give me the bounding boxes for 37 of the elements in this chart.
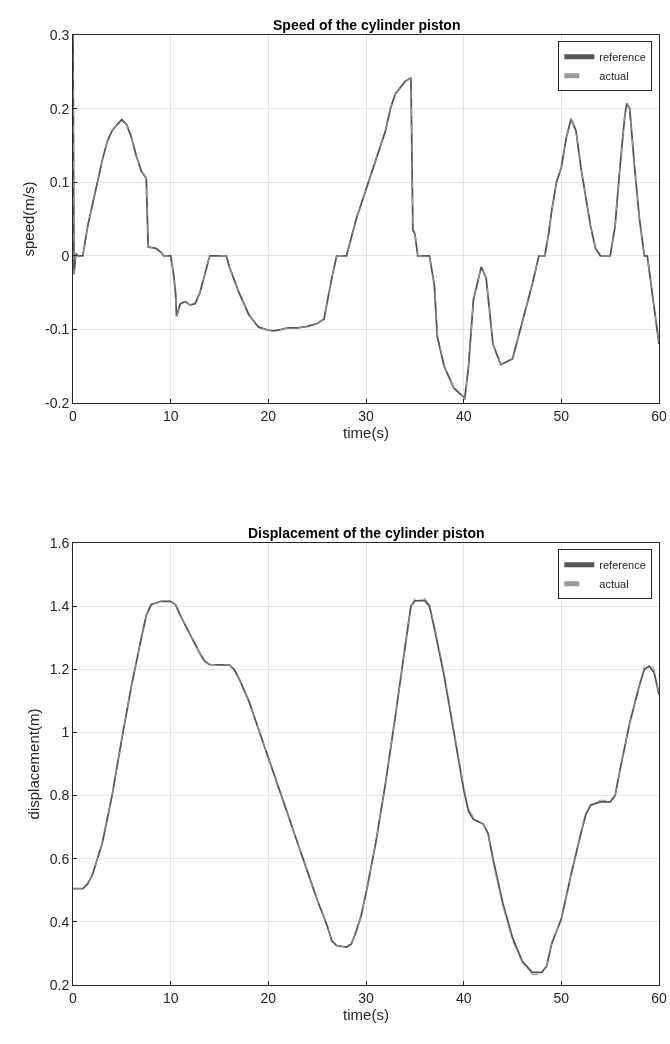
y-tick-label: 1.2 [49,661,70,678]
y-tick-label: 0 [61,247,70,264]
x-axis-title: time(s) [343,423,389,441]
y-tick-label: 0.1 [49,174,70,191]
y-tick-label: 0.2 [49,976,70,993]
x-tick-label: 60 [651,407,667,424]
x-tick-label: 30 [358,407,374,424]
x-tick-label: 50 [553,407,570,424]
y-tick-label: 1.6 [49,534,70,551]
y-tick-label: 1 [61,724,70,741]
y-tick-label: 0.2 [49,100,70,117]
legend-label: reference [599,559,646,572]
legend-label: actual [599,578,629,591]
x-tick-label: 40 [455,407,472,424]
y-tick-label: 1.4 [49,598,70,615]
y-tick-label: 0.6 [49,850,70,867]
x-tick-label: 20 [260,989,277,1006]
x-tick-label: 10 [162,407,179,424]
x-tick-label: 60 [651,989,667,1006]
x-tick-label: 40 [455,989,472,1006]
x-tick-label: 50 [553,989,570,1006]
legend-label: reference [599,51,646,64]
chart-title: Displacement of the cylinder piston [248,525,485,541]
y-tick-label: -0.1 [45,321,70,338]
y-tick-label: 0.3 [49,26,70,43]
line-series [73,35,659,401]
y-axis-title: speed(m/s) [20,181,38,257]
y-tick-label: 0.4 [49,913,70,930]
x-tick-label: 20 [260,407,277,424]
x-tick-label: 30 [358,989,374,1006]
chart-title: Speed of the cylinder piston [273,17,461,33]
legend-label: actual [599,70,629,83]
y-tick-label: 0.8 [49,787,70,804]
y-tick-label: -0.2 [45,394,70,411]
y-axis-title: displacement(m) [24,708,42,820]
x-axis-title: time(s) [343,1005,389,1023]
x-tick-label: 10 [162,989,179,1006]
